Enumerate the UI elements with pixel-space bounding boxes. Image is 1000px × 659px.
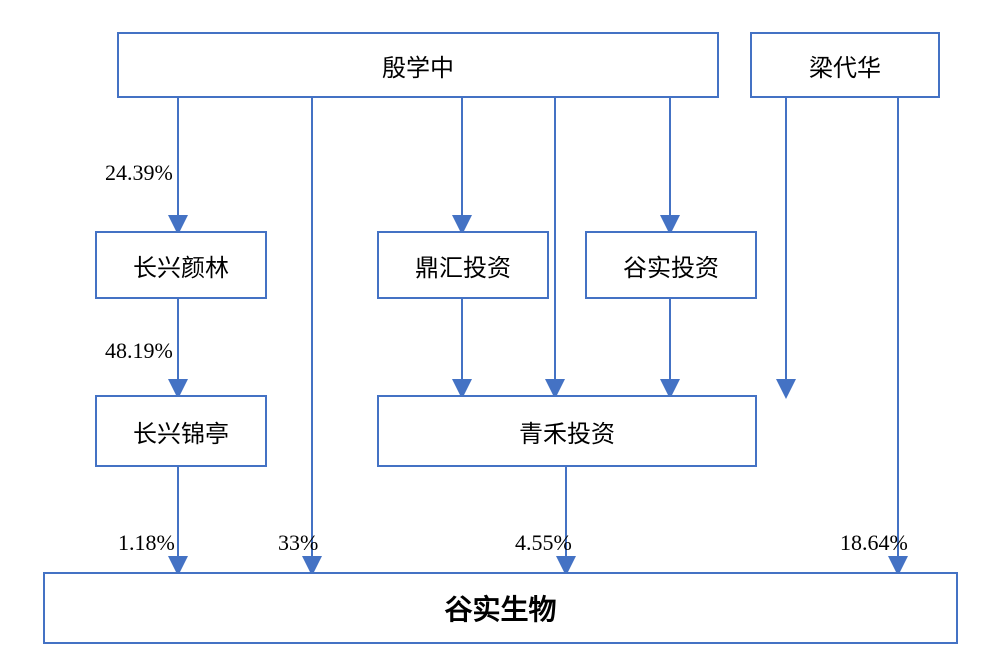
edge-label: 18.64%: [840, 530, 908, 556]
node-gushishengwu: 谷实生物: [43, 572, 958, 644]
edge-label: 1.18%: [118, 530, 175, 556]
edges-layer: [0, 0, 1000, 659]
node-label: 青禾投资: [519, 414, 615, 449]
node-changxingjinting: 长兴锦亭: [95, 395, 267, 467]
node-label: 长兴锦亭: [133, 414, 229, 449]
node-label: 谷实生物: [444, 588, 556, 628]
node-liangdaihua: 梁代华: [750, 32, 940, 98]
node-gushitouzi: 谷实投资: [585, 231, 757, 299]
node-label: 梁代华: [809, 48, 881, 83]
node-qinghetouzi: 青禾投资: [377, 395, 757, 467]
edge-label: 33%: [278, 530, 318, 556]
node-changxingyanlin: 长兴颜林: [95, 231, 267, 299]
node-yinxuezhong: 殷学中: [117, 32, 719, 98]
edge-label: 24.39%: [105, 160, 173, 186]
node-label: 殷学中: [382, 48, 454, 83]
node-label: 长兴颜林: [133, 248, 229, 283]
edge-label: 48.19%: [105, 338, 173, 364]
node-dinghuitouzi: 鼎汇投资: [377, 231, 549, 299]
edge-label: 4.55%: [515, 530, 572, 556]
node-label: 谷实投资: [623, 248, 719, 283]
node-label: 鼎汇投资: [415, 248, 511, 283]
